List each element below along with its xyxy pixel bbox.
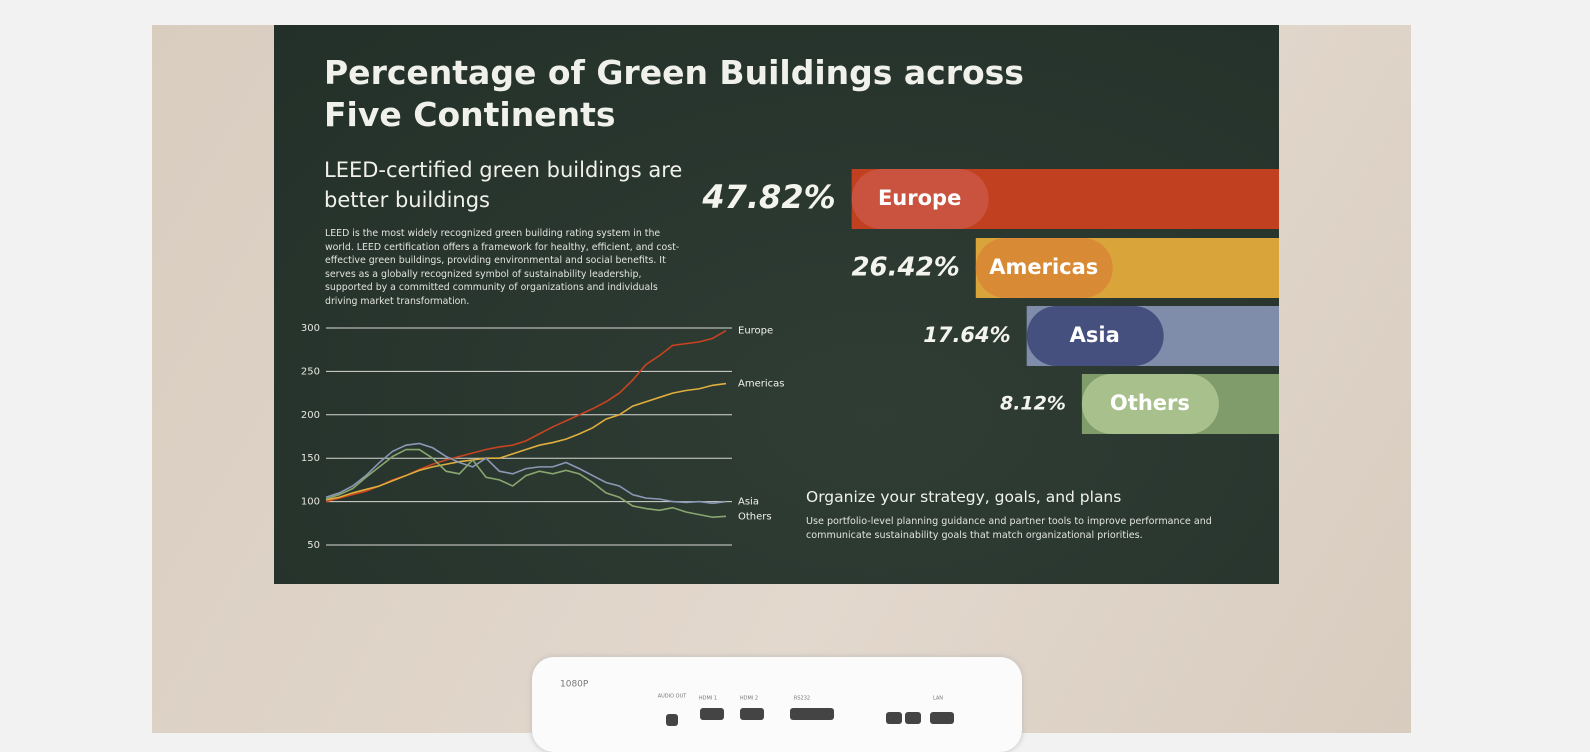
projected-screen [274, 25, 1279, 584]
body-text: LEED is the most widely recognized green… [325, 228, 680, 307]
port [740, 708, 764, 720]
line-series [325, 448, 727, 519]
category-pill [1026, 306, 1164, 366]
title: Percentage of Green Buildings across Fiv… [324, 53, 1024, 134]
y-tick-label: 200 [301, 410, 320, 421]
series-label: Others [738, 511, 772, 522]
series-label: Americas [738, 379, 784, 390]
footer-title: Organize your strategy, goals, and plans [806, 488, 1122, 506]
port-label: HDMI 1 [699, 696, 717, 702]
subtitle: LEED-certified green buildings are bette… [324, 158, 683, 212]
port-label: RS232 [794, 696, 810, 702]
y-tick-label: 250 [301, 366, 320, 377]
value-label: 26.42% [851, 253, 959, 283]
value-label: 47.82% [701, 178, 835, 216]
category-label: Europe [878, 186, 961, 210]
port [930, 712, 954, 724]
port [905, 712, 921, 724]
category-pill [851, 169, 989, 229]
port-label: HDMI 2 [740, 696, 758, 702]
value-label: 8.12% [1000, 393, 1066, 415]
category-label: Americas [989, 255, 1098, 279]
category-pill [1081, 374, 1219, 434]
port [886, 712, 902, 724]
y-tick-label: 150 [301, 453, 320, 464]
port-label: AUDIO OUT [658, 694, 688, 700]
category-label: Others [1110, 391, 1190, 415]
line-series [325, 442, 727, 505]
series-label: Asia [738, 497, 759, 508]
footer-text: Use portfolio-level planning guidance an… [806, 516, 1212, 541]
y-tick-label: 50 [307, 540, 320, 551]
category-label: Asia [1070, 323, 1120, 347]
projector [532, 657, 1022, 752]
port-label: LAN [933, 696, 943, 702]
port [700, 708, 724, 720]
category-pill [975, 238, 1113, 298]
port [666, 714, 678, 726]
port-label: 1080P [560, 680, 589, 690]
line-series [325, 382, 727, 501]
series-label: Europe [738, 326, 773, 337]
value-label: 17.64% [923, 323, 1010, 347]
y-tick-label: 100 [301, 497, 320, 508]
line-series [325, 329, 727, 503]
y-tick-label: 300 [301, 323, 320, 334]
port [790, 708, 834, 720]
